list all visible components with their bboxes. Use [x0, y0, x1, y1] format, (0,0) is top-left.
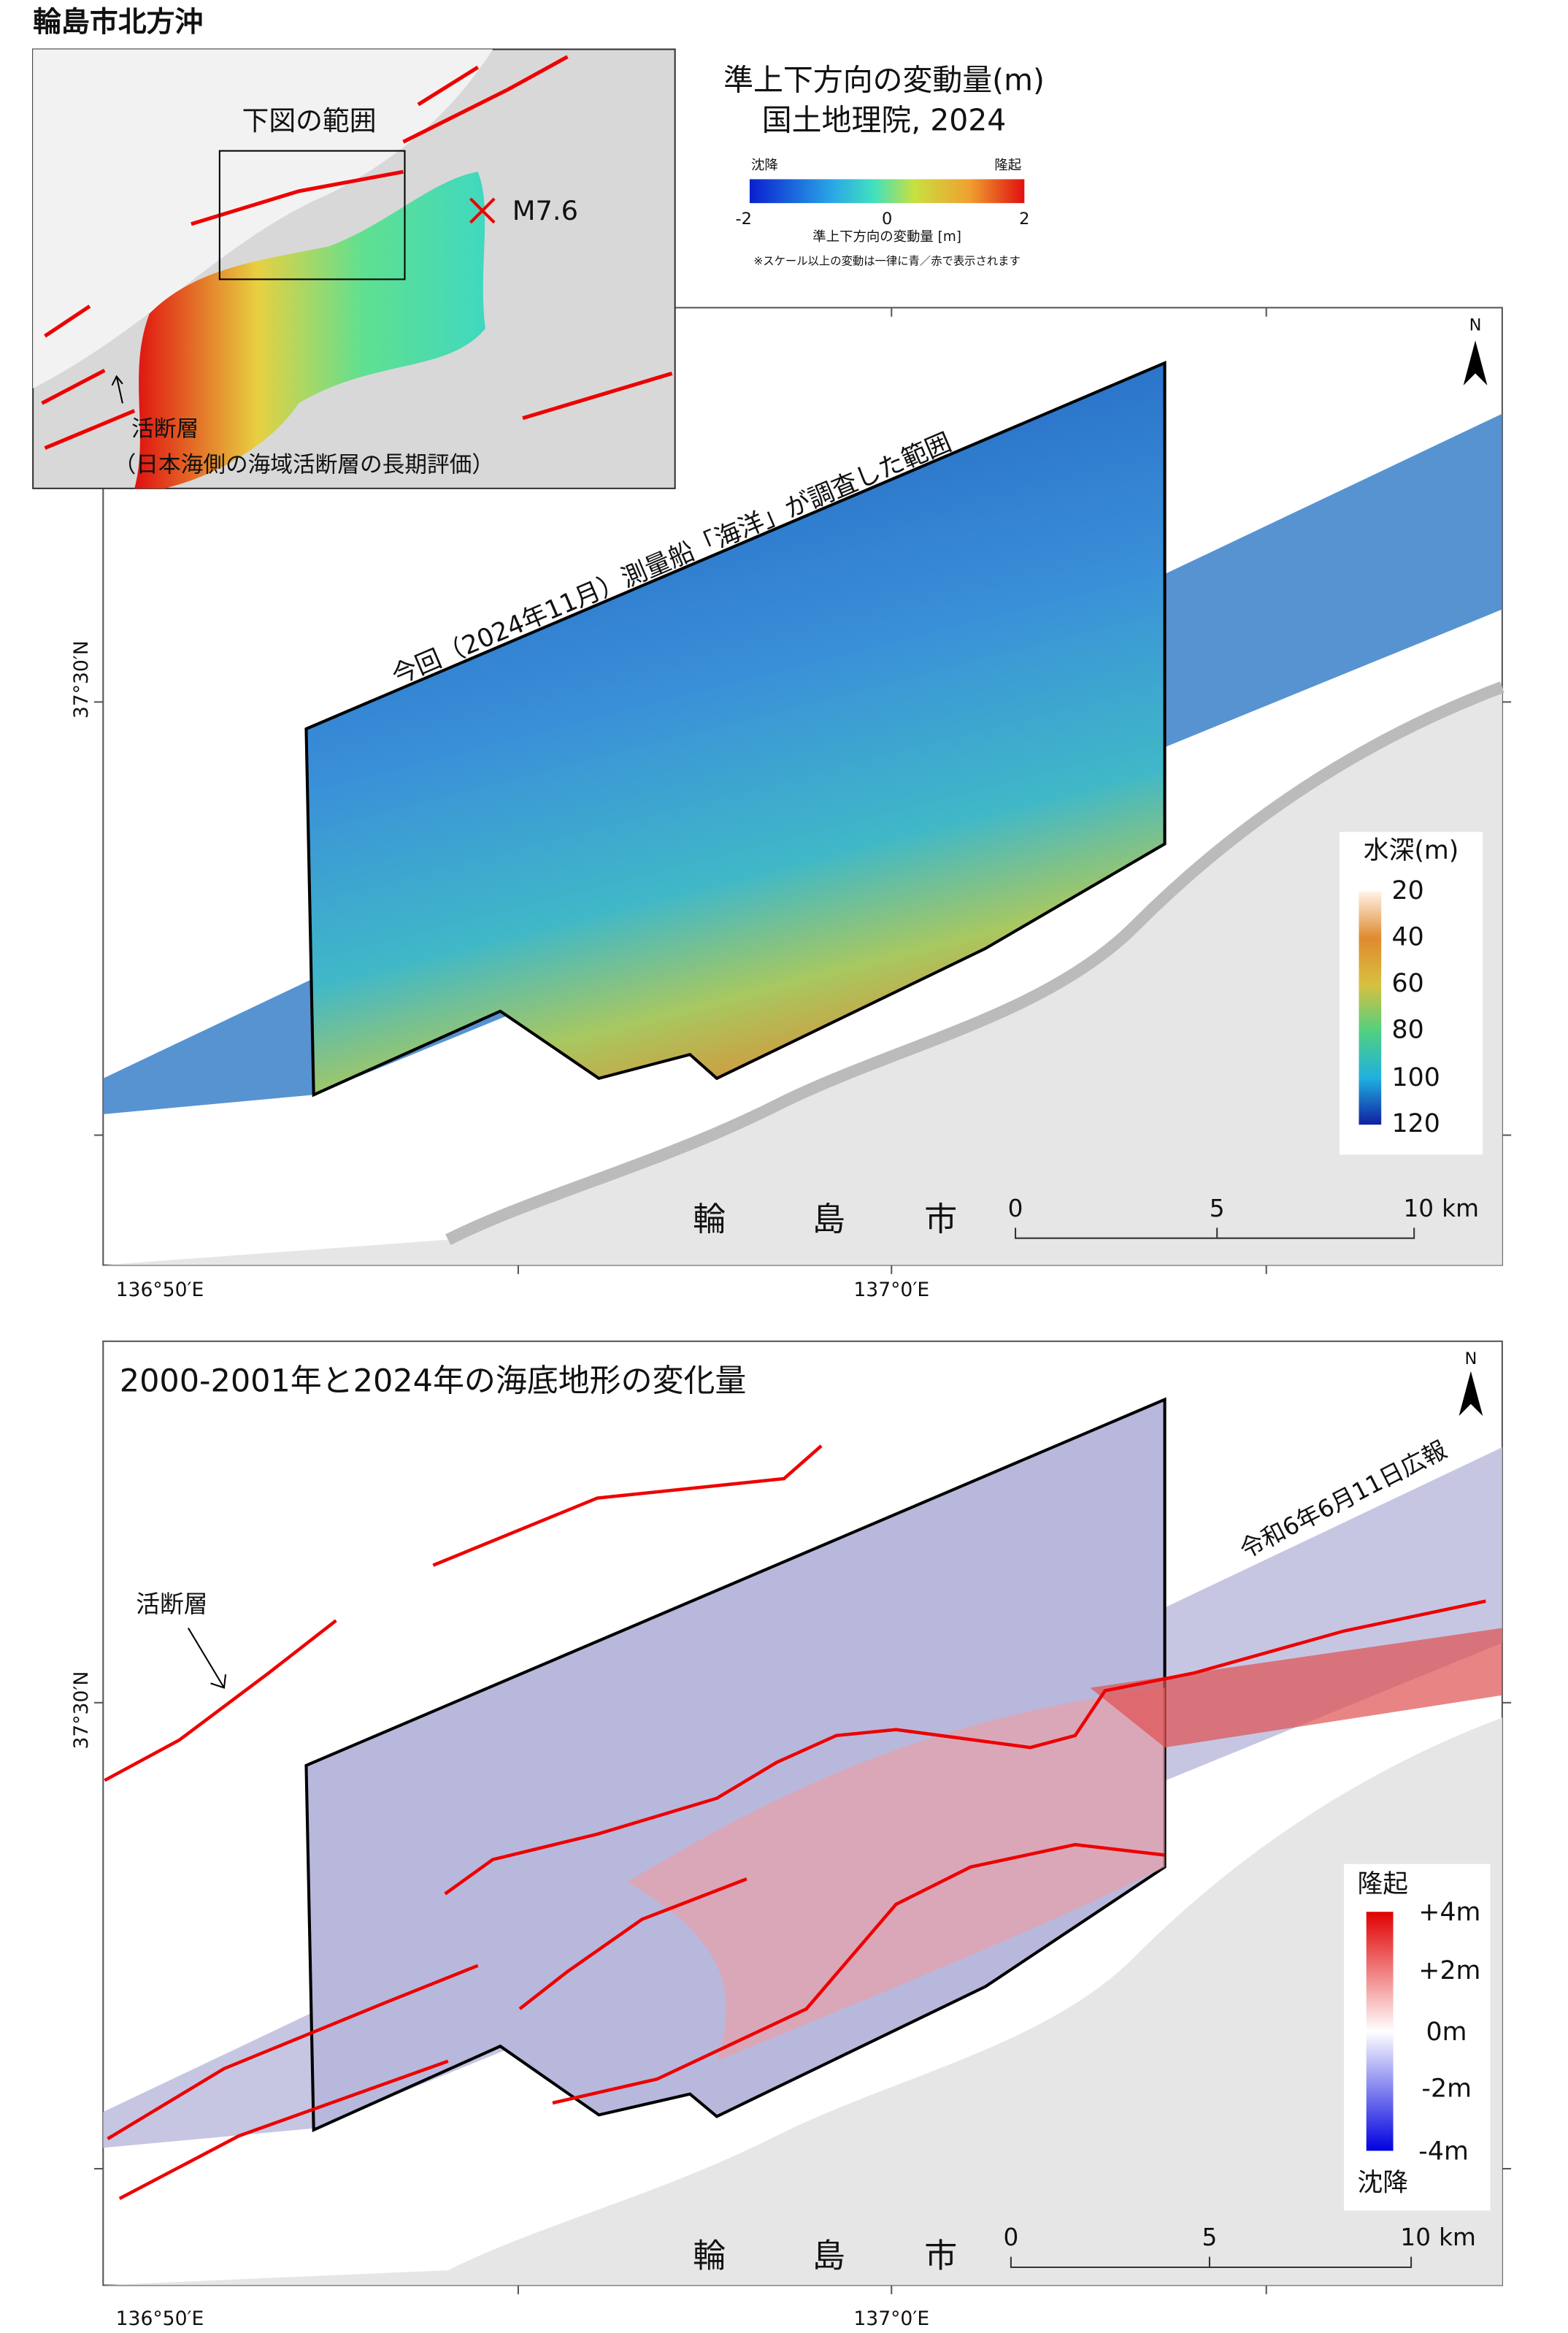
- legend-source: 国土地理院, 2024: [762, 103, 1007, 138]
- legend-uplift: 隆起: [994, 158, 1021, 173]
- legend-axis-label: 準上下方向の変動量 [m]: [812, 229, 961, 245]
- lon-label: 137°0′E: [853, 2307, 929, 2330]
- bottom-map-g: [94, 1701, 1512, 2294]
- city-label: 島: [812, 1200, 845, 1238]
- inset-map-rect: [218, 150, 406, 280]
- city-label: 市: [924, 2237, 957, 2275]
- lon-label: 136°50′E: [116, 1279, 204, 1301]
- scale-bar: [1010, 2256, 1413, 2269]
- inset-map-g: [41, 55, 673, 450]
- epicenter-mark: [469, 197, 496, 224]
- depth-legend-title: 水深(m): [1364, 836, 1459, 865]
- epicenter-label: M7.6: [512, 195, 578, 226]
- fault-label: 活断層: [136, 1590, 207, 1618]
- legend-tick: 0: [882, 210, 892, 229]
- scale-tick: 0: [1008, 1195, 1023, 1222]
- scale-unit: km: [1442, 1195, 1479, 1222]
- depth-tick: 40: [1392, 923, 1424, 952]
- top-map-polygon: [304, 360, 1167, 1097]
- depth-colorbar: [1358, 892, 1382, 1125]
- depth-tick: 120: [1392, 1109, 1440, 1138]
- scale-tick: 10: [1403, 1195, 1434, 1222]
- bottom-map-g-path: [118, 2059, 449, 2200]
- scale-tick: 5: [1202, 2223, 1218, 2251]
- bottom-map: 2000-2001年と2024年の海底地形の変化量 活断層 令和6年6月11日広…: [70, 1340, 1512, 2330]
- range-label: 下図の範囲: [242, 105, 377, 137]
- inset-map-g-path: [44, 304, 91, 338]
- figure-title: 輪島市北方沖: [33, 6, 203, 39]
- change-tick: +4m: [1418, 1898, 1480, 1927]
- lon-label: 136°50′E: [116, 2307, 204, 2330]
- inset-map-path: [134, 172, 485, 489]
- city-label: 輪: [693, 2237, 726, 2275]
- depth-tick: 80: [1392, 1015, 1424, 1044]
- top-map-path: [103, 686, 1502, 1265]
- north-arrow: [1463, 340, 1488, 386]
- lat-label: 37°30′N: [70, 1671, 93, 1750]
- depth-tick: 100: [1392, 1063, 1440, 1092]
- city-label: 市: [924, 1200, 957, 1238]
- inset-map-g-path: [402, 55, 569, 144]
- inset-map-g-path: [191, 169, 404, 226]
- north-label: N: [1469, 315, 1482, 334]
- fault-label: 活断層: [131, 417, 199, 443]
- scale-tick: 0: [1003, 2223, 1018, 2251]
- bottom-map-path: [103, 1717, 1502, 2286]
- legend-tick: 2: [1019, 210, 1029, 229]
- city-label: 島: [812, 2237, 845, 2275]
- legend-uplift: 隆起: [1357, 1869, 1408, 1899]
- change-tick: 0m: [1426, 2018, 1467, 2047]
- change-colorbar: [1366, 1912, 1394, 2151]
- panel-title: 2000-2001年と2024年の海底地形の変化量: [120, 1363, 747, 1400]
- scale-tick: 10: [1400, 2223, 1431, 2251]
- scale-tick: 5: [1210, 1195, 1225, 1222]
- inset-map-g-path: [522, 371, 673, 421]
- bottom-map-g-path: [518, 1877, 748, 2010]
- change-tick: -4m: [1418, 2137, 1469, 2167]
- bottom-map-g-path: [107, 1964, 479, 2141]
- bottom-map-path: [187, 1628, 227, 1689]
- inset-map-g-path: [44, 409, 136, 450]
- scale-bar: [1015, 1227, 1415, 1239]
- inset-map-path: [111, 375, 123, 404]
- depth-tick: 20: [1392, 876, 1424, 905]
- lon-label: 137°0′E: [853, 1279, 929, 1301]
- inset-map-g-path: [41, 369, 106, 405]
- bottom-map-g-path: [552, 1842, 1165, 2105]
- legend-title: 準上下方向の変動量(m): [723, 63, 1045, 98]
- displacement-colorbar: [749, 179, 1025, 204]
- bottom-map-g-path: [432, 1444, 823, 1567]
- legend-tick: -2: [736, 210, 752, 229]
- lat-label: 37°30′N: [70, 640, 93, 719]
- inset-map-g-path: [417, 65, 480, 107]
- bottom-map-path: [1090, 1628, 1502, 1748]
- inset-map: 下図の範囲 M7.6 活断層 （日本海側の海域活断層の長期評価）: [32, 48, 676, 489]
- fault-source: （日本海側の海域活断層の長期評価）: [114, 453, 494, 478]
- bottom-map-path: [627, 1688, 1165, 2061]
- legend-subsidence: 沈降: [1357, 2168, 1408, 2197]
- north-arrow: [1459, 1371, 1483, 1417]
- bottom-map-g: [104, 1444, 1486, 2200]
- legend-note: ※スケール以上の変動は一律に青／赤で表示されます: [753, 254, 1020, 267]
- displacement-legend: 準上下方向の変動量(m) 国土地理院, 2024 沈降 隆起 -2 0 2 準上…: [723, 63, 1045, 268]
- inset-map-path: [33, 49, 493, 388]
- bottom-map-g-path: [104, 1619, 337, 1782]
- change-tick: -2m: [1421, 2075, 1472, 2104]
- depth-tick: 60: [1392, 969, 1424, 998]
- north-label: N: [1464, 1349, 1477, 1368]
- top-map-path: [445, 681, 1504, 1246]
- city-label: 輪: [693, 1200, 726, 1238]
- bottom-map-g-path: [444, 1599, 1486, 1896]
- legend-subsidence: 沈降: [751, 158, 778, 173]
- change-tick: +2m: [1418, 1956, 1480, 1985]
- scale-unit: km: [1439, 2223, 1476, 2251]
